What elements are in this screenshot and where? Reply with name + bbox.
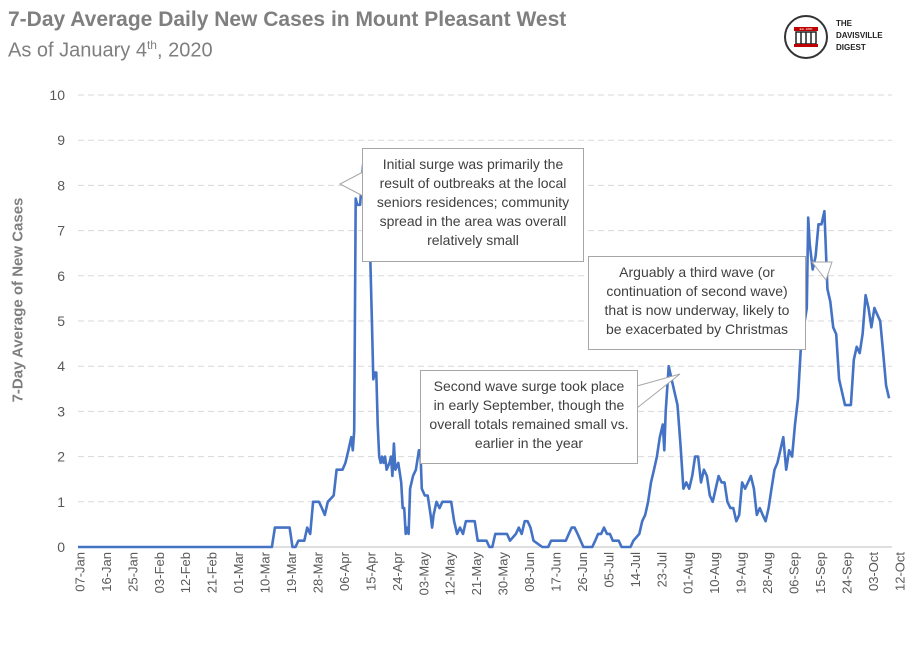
x-tick-label: 12-Oct xyxy=(892,552,907,591)
logo-text: THE DAVISVILLE DIGEST xyxy=(836,18,883,54)
x-tick-label: 26-Jun xyxy=(575,552,590,592)
x-tick-label: 15-Apr xyxy=(363,551,378,591)
x-tick-label: 19-Mar xyxy=(284,551,299,593)
logo-emblem: Est. 1890 xyxy=(784,15,828,59)
y-tick-labels: 0 1 2 3 4 5 6 7 8 9 10 xyxy=(49,87,65,555)
y-tick-label: 4 xyxy=(57,358,65,374)
annotation-initial-surge: Initial surge was primarily the result o… xyxy=(362,148,584,262)
subtitle-suffix: , 2020 xyxy=(156,39,213,62)
x-tick-label: 24-Sep xyxy=(839,552,854,594)
y-tick-label: 0 xyxy=(57,539,65,555)
x-tick-label: 15-Sep xyxy=(813,552,828,594)
x-tick-label: 30-May xyxy=(496,552,511,596)
x-tick-label: 28-Aug xyxy=(760,552,775,594)
x-tick-label: 03-May xyxy=(416,552,431,596)
x-tick-label: 03-Oct xyxy=(866,552,881,591)
x-tick-label: 19-Aug xyxy=(734,552,749,594)
y-tick-label: 8 xyxy=(57,177,65,193)
annotation-third-wave: Arguably a third wave (or continuation o… xyxy=(588,256,806,350)
davisville-digest-logo: Est. 1890 THE DAVISVILLE DIGEST xyxy=(784,15,904,65)
x-tick-label: 21-May xyxy=(469,552,484,596)
x-tick-label: 03-Feb xyxy=(152,552,167,593)
x-tick-label: 05-Jul xyxy=(601,552,616,588)
gridlines xyxy=(78,94,892,503)
x-tick-label: 10-Mar xyxy=(258,551,273,593)
series-line-7-day-average xyxy=(78,152,891,549)
x-tick-label: 17-Jun xyxy=(548,552,563,592)
x-tick-label: 21-Feb xyxy=(205,552,220,593)
y-tick-label: 9 xyxy=(57,132,65,148)
x-tick-label: 01-Mar xyxy=(231,551,246,593)
x-tick-label: 14-Jul xyxy=(628,552,643,588)
y-tick-label: 5 xyxy=(57,313,65,329)
x-tick-label: 01-Aug xyxy=(681,552,696,594)
x-tick-label: 08-Jun xyxy=(522,552,537,592)
x-tick-labels: 07-Jan 16-Jan 25-Jan 03-Feb 12-Feb 21-Feb 01-M… xyxy=(72,551,919,595)
streetcar-icon: Est. 1890 xyxy=(794,27,818,47)
logo-line-3: DIGEST xyxy=(836,43,866,52)
x-tick-label: 16-Jan xyxy=(99,552,114,592)
x-tick-label: 28-Mar xyxy=(310,551,325,593)
callout-pointer-third xyxy=(810,261,833,282)
y-tick-label: 3 xyxy=(57,403,65,419)
y-tick-label: 1 xyxy=(57,494,65,510)
chart-subtitle: As of January 4th, 2020 xyxy=(8,38,213,63)
y-tick-label: 2 xyxy=(57,449,65,465)
y-tick-label: 7 xyxy=(57,223,65,239)
x-tick-label: 06-Sep xyxy=(787,552,802,594)
subtitle-sup: th xyxy=(146,38,157,52)
y-tick-label: 10 xyxy=(49,87,65,103)
x-tick-label: 23-Jul xyxy=(654,552,669,588)
annotation-second-wave: Second wave surge took place in early Se… xyxy=(420,370,638,464)
x-tick-label: 07-Jan xyxy=(72,552,87,592)
y-tick-label: 6 xyxy=(57,268,65,284)
logo-line-1: THE xyxy=(836,19,852,28)
subtitle-prefix: As of January 4 xyxy=(8,39,147,62)
chart-title: 7-Day Average Daily New Cases in Mount P… xyxy=(8,8,567,31)
x-tick-label: 24-Apr xyxy=(390,551,405,591)
callout-pointer-initial xyxy=(338,171,364,197)
x-tick-label: 06-Apr xyxy=(337,551,352,591)
logo-line-2: DAVISVILLE xyxy=(836,31,883,40)
logo-badge-text: Est. 1890 xyxy=(800,27,813,31)
y-axis-label: 7-Day Average of New Cases xyxy=(9,197,27,403)
x-tick-label: 12-May xyxy=(443,552,458,596)
x-tick-label: 12-Feb xyxy=(178,552,193,593)
x-tick-label: 25-Jan xyxy=(125,552,140,592)
x-tick-label: 10-Aug xyxy=(707,552,722,594)
